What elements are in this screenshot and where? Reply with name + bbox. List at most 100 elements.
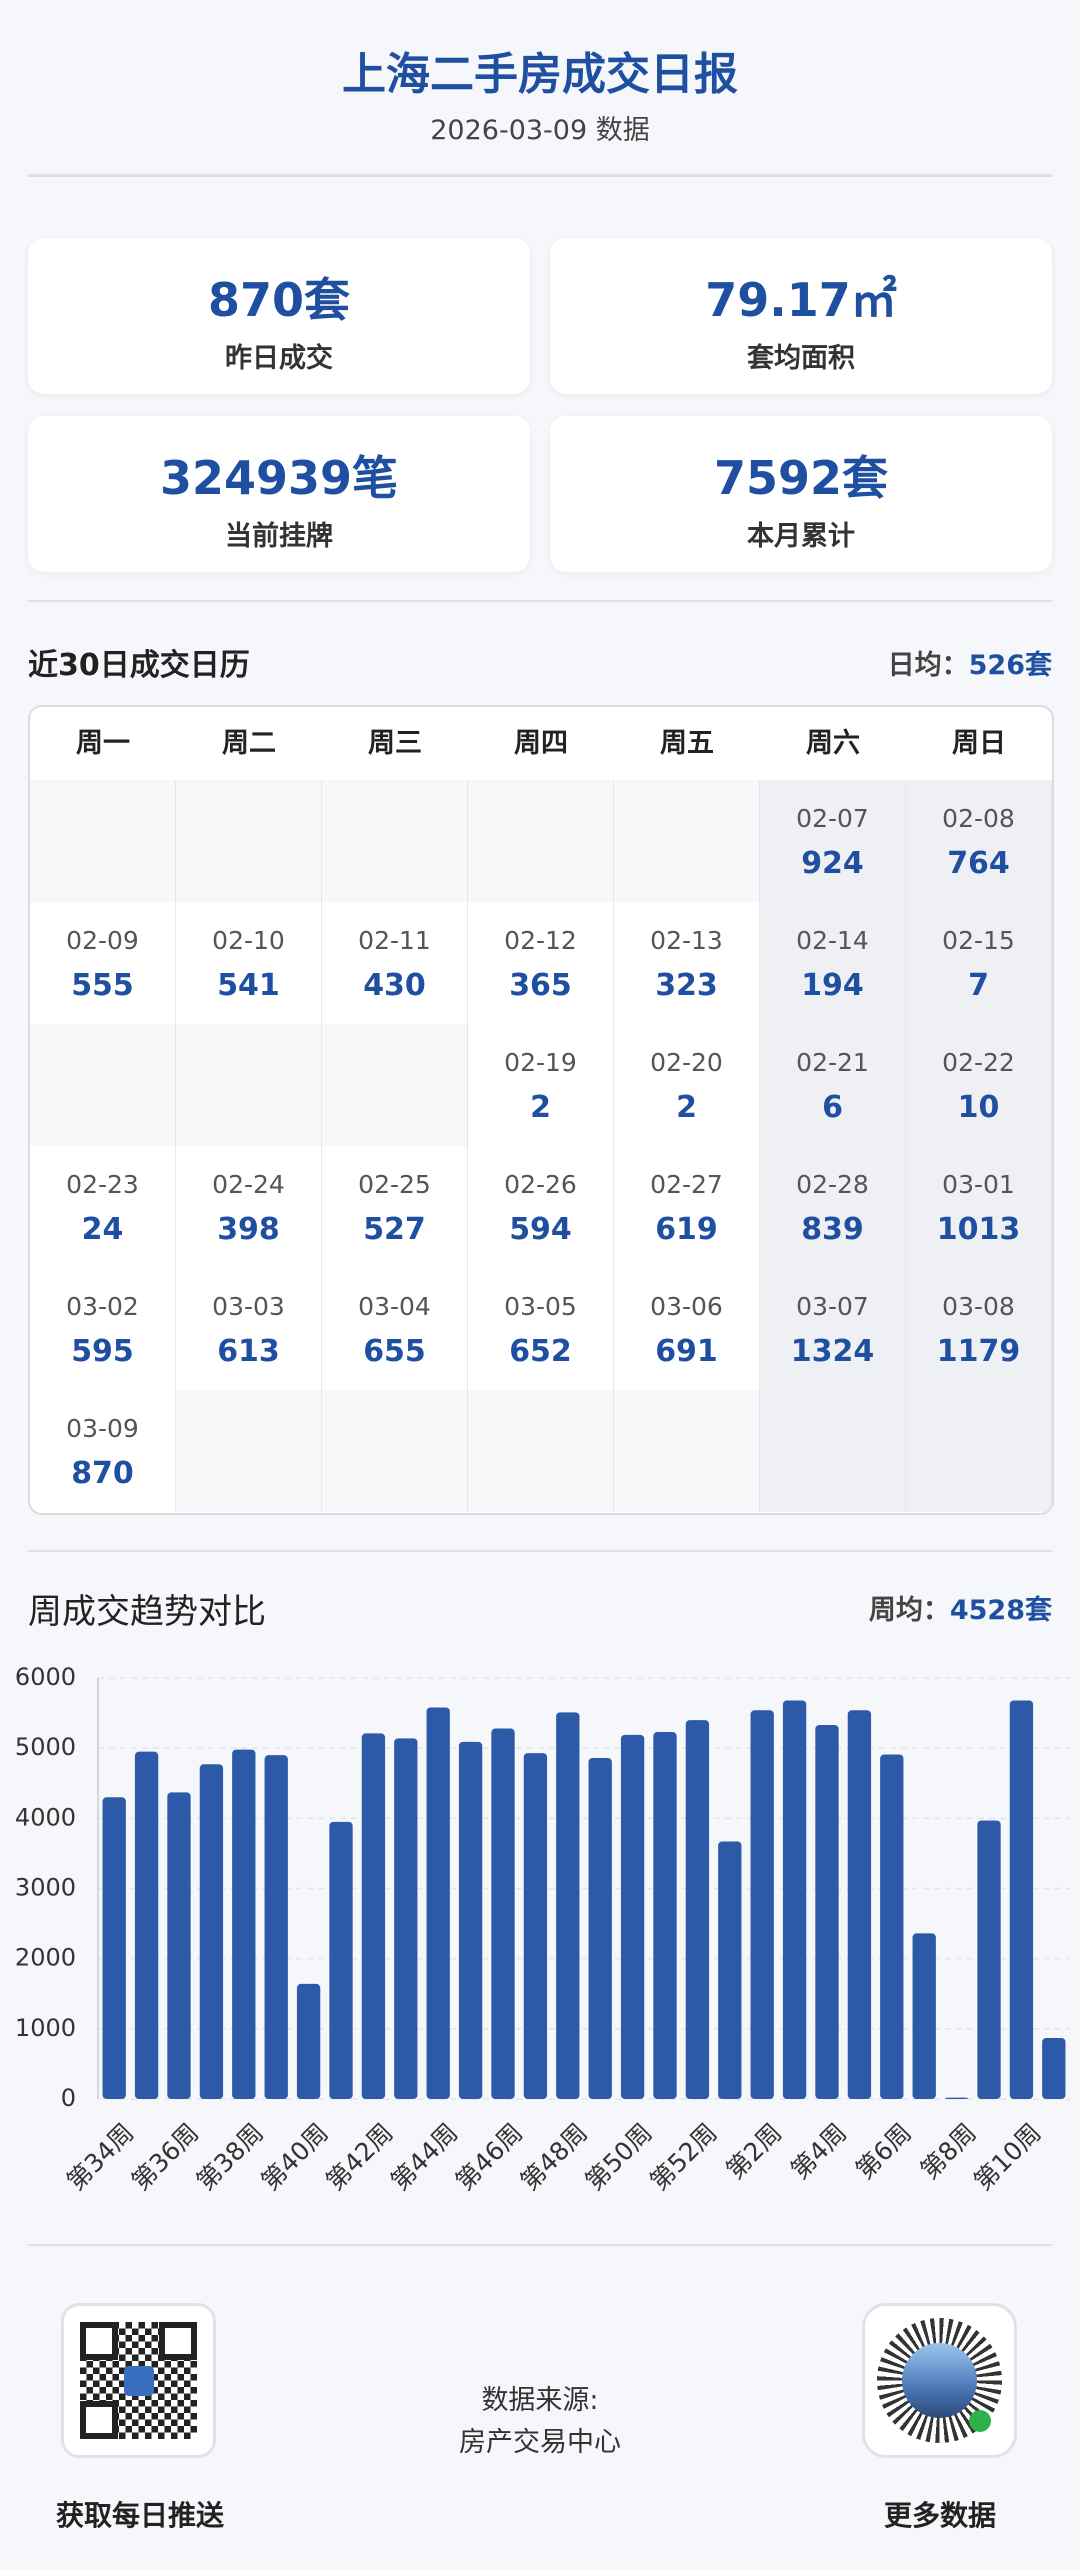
bar xyxy=(426,1707,450,2099)
bar xyxy=(944,2097,969,2099)
calendar-day: 02-08 764 xyxy=(906,780,1052,902)
bar xyxy=(556,1712,580,2099)
bar xyxy=(134,1751,159,2099)
day-count: 2 xyxy=(530,1090,551,1125)
day-count: 10 xyxy=(957,1090,1000,1125)
x-tick-label: 第46周 xyxy=(450,2118,528,2196)
avg-value: 526套 xyxy=(968,650,1052,681)
calendar-day: 02-20 2 xyxy=(614,1024,760,1146)
day-count: 541 xyxy=(217,968,280,1003)
bar xyxy=(815,1725,839,2099)
calendar-empty xyxy=(468,780,614,902)
calendar-day: 03-05 652 xyxy=(468,1268,614,1390)
day-date: 02-28 xyxy=(796,1170,869,1199)
bar xyxy=(880,1754,904,2099)
y-tick-label: 1000 xyxy=(15,2014,76,2042)
divider xyxy=(28,174,1052,177)
x-tick-label: 第44周 xyxy=(385,2118,463,2196)
day-date: 03-03 xyxy=(212,1292,285,1321)
bar xyxy=(458,1741,483,2099)
mini-program-code[interactable] xyxy=(862,2303,1017,2458)
stat-card: 324939笔 当前挂牌 xyxy=(28,416,530,572)
bar xyxy=(1009,1700,1034,2099)
calendar-day: 02-13 323 xyxy=(614,902,760,1024)
weekday-header: 周三 xyxy=(322,707,468,782)
bar xyxy=(782,1700,807,2099)
calendar-day: 03-03 613 xyxy=(176,1268,322,1390)
calendar-day: 02-19 2 xyxy=(468,1024,614,1146)
calendar-empty xyxy=(176,780,322,902)
bar xyxy=(750,1710,774,2099)
day-count: 398 xyxy=(217,1212,280,1247)
day-date: 02-19 xyxy=(504,1048,577,1077)
day-date: 02-11 xyxy=(358,926,431,955)
day-count: 594 xyxy=(509,1212,572,1247)
calendar-day: 03-09 870 xyxy=(30,1390,176,1512)
day-count: 839 xyxy=(801,1212,864,1247)
calendar-day: 02-15 7 xyxy=(906,902,1052,1024)
day-count: 365 xyxy=(509,968,572,1003)
bar xyxy=(588,1757,612,2099)
day-count: 1324 xyxy=(790,1334,875,1369)
day-date: 02-08 xyxy=(942,804,1015,833)
day-date: 02-25 xyxy=(358,1170,431,1199)
day-date: 03-08 xyxy=(942,1292,1015,1321)
avg-label: 日均： xyxy=(887,650,969,681)
day-count: 323 xyxy=(655,968,718,1003)
day-count: 619 xyxy=(655,1212,718,1247)
calendar-empty xyxy=(30,1024,176,1146)
day-count: 924 xyxy=(801,846,864,881)
stat-card: 870套 昨日成交 xyxy=(28,238,530,394)
bar xyxy=(232,1749,256,2099)
stat-card: 79.17㎡ 套均面积 xyxy=(550,238,1052,394)
day-count: 1179 xyxy=(936,1334,1021,1369)
bar xyxy=(620,1734,645,2099)
day-count: 764 xyxy=(947,846,1010,881)
avg-label: 周均： xyxy=(868,1595,950,1626)
day-count: 2 xyxy=(676,1090,697,1125)
calendar-day: 02-22 10 xyxy=(906,1024,1052,1146)
page-title: 上海二手房成交日报 xyxy=(342,49,738,100)
calendar-day: 03-08 1179 xyxy=(906,1268,1052,1390)
day-count: 24 xyxy=(81,1212,124,1247)
calendar-empty xyxy=(322,780,468,902)
calendar-day: 02-26 594 xyxy=(468,1146,614,1268)
day-date: 02-26 xyxy=(504,1170,577,1199)
stat-value: 870套 xyxy=(207,273,351,327)
calendar-empty xyxy=(322,1390,468,1512)
x-tick-label: 第50周 xyxy=(580,2118,658,2196)
calendar-day: 03-07 1324 xyxy=(760,1268,906,1390)
bar xyxy=(491,1728,515,2099)
day-date: 03-09 xyxy=(66,1414,139,1443)
qr-code[interactable] xyxy=(61,2303,216,2458)
y-tick-label: 2000 xyxy=(15,1944,76,1972)
calendar-day: 03-04 655 xyxy=(322,1268,468,1390)
weekly-average: 周均：4528套 xyxy=(652,1588,1052,1627)
x-tick-label: 第6周 xyxy=(850,2118,917,2185)
day-count: 7 xyxy=(968,968,989,1003)
weekday-header: 周日 xyxy=(906,707,1052,782)
stat-card: 7592套 本月累计 xyxy=(550,416,1052,572)
x-tick-label: 第2周 xyxy=(720,2118,787,2185)
stat-label: 本月累计 xyxy=(747,521,855,552)
day-count: 691 xyxy=(655,1334,718,1369)
calendar-empty xyxy=(30,780,176,902)
calendar-day: 02-10 541 xyxy=(176,902,322,1024)
calendar-day: 02-14 194 xyxy=(760,902,906,1024)
section-title: 近30日成交日历 xyxy=(28,648,250,683)
x-tick-label: 第40周 xyxy=(256,2118,334,2196)
day-count: 655 xyxy=(363,1334,426,1369)
x-tick-label: 第52周 xyxy=(644,2118,722,2196)
bar xyxy=(977,1820,1001,2099)
footer-label: 更多数据 xyxy=(883,2499,996,2532)
bar xyxy=(1042,2037,1066,2099)
calendar: 周一 周二 周三 周四 周五 周六 周日 02-07 924 02-08 764 02-09 555 02… xyxy=(28,705,1054,1515)
bar xyxy=(394,1738,418,2099)
calendar-empty xyxy=(614,780,760,902)
bar xyxy=(296,1983,321,2099)
calendar-day: 02-12 365 xyxy=(468,902,614,1024)
day-date: 02-10 xyxy=(212,926,285,955)
calendar-empty xyxy=(322,1024,468,1146)
divider xyxy=(28,600,1052,602)
x-tick-label: 第48周 xyxy=(515,2118,593,2196)
